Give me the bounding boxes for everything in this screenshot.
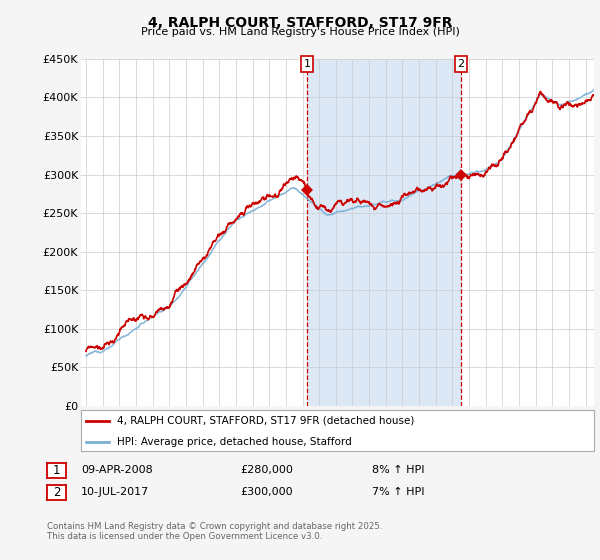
Text: £300,000: £300,000: [240, 487, 293, 497]
Text: 09-APR-2008: 09-APR-2008: [81, 465, 153, 475]
Text: 1: 1: [53, 464, 60, 477]
Bar: [307, 59, 461, 406]
Text: Price paid vs. HM Land Registry's House Price Index (HPI): Price paid vs. HM Land Registry's House …: [140, 27, 460, 37]
Text: 2: 2: [53, 486, 60, 499]
Text: 4, RALPH COURT, STAFFORD, ST17 9FR: 4, RALPH COURT, STAFFORD, ST17 9FR: [148, 16, 452, 30]
Text: Contains HM Land Registry data © Crown copyright and database right 2025.
This d: Contains HM Land Registry data © Crown c…: [47, 522, 382, 542]
Text: 7% ↑ HPI: 7% ↑ HPI: [372, 487, 425, 497]
Text: HPI: Average price, detached house, Stafford: HPI: Average price, detached house, Staf…: [117, 437, 352, 447]
Text: 8% ↑ HPI: 8% ↑ HPI: [372, 465, 425, 475]
Text: 10-JUL-2017: 10-JUL-2017: [81, 487, 149, 497]
Text: 2: 2: [458, 59, 464, 69]
Text: 4, RALPH COURT, STAFFORD, ST17 9FR (detached house): 4, RALPH COURT, STAFFORD, ST17 9FR (deta…: [117, 416, 414, 426]
Text: 1: 1: [304, 59, 311, 69]
Text: £280,000: £280,000: [240, 465, 293, 475]
